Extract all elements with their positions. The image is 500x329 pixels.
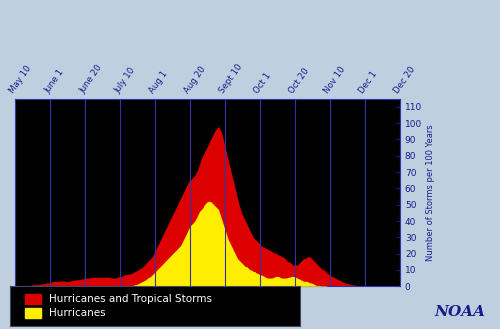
Text: Dec 1: Dec 1 xyxy=(358,70,380,95)
Text: Oct 20: Oct 20 xyxy=(288,67,312,95)
Text: Aug 20: Aug 20 xyxy=(182,65,208,95)
Text: Nov 10: Nov 10 xyxy=(322,65,347,95)
Text: June 20: June 20 xyxy=(78,63,104,95)
Y-axis label: Number of Storms per 100 Years: Number of Storms per 100 Years xyxy=(426,124,436,261)
Text: NOAA: NOAA xyxy=(434,305,485,319)
Text: Oct 1: Oct 1 xyxy=(252,71,274,95)
Text: Sept 10: Sept 10 xyxy=(218,63,244,95)
Text: May 10: May 10 xyxy=(8,64,33,95)
Text: July 10: July 10 xyxy=(112,66,137,95)
Text: Aug 1: Aug 1 xyxy=(148,70,170,95)
Text: Dec 20: Dec 20 xyxy=(392,65,417,95)
Text: June 1: June 1 xyxy=(42,68,66,95)
Legend: Hurricanes and Tropical Storms, Hurricanes: Hurricanes and Tropical Storms, Hurrican… xyxy=(21,290,216,322)
